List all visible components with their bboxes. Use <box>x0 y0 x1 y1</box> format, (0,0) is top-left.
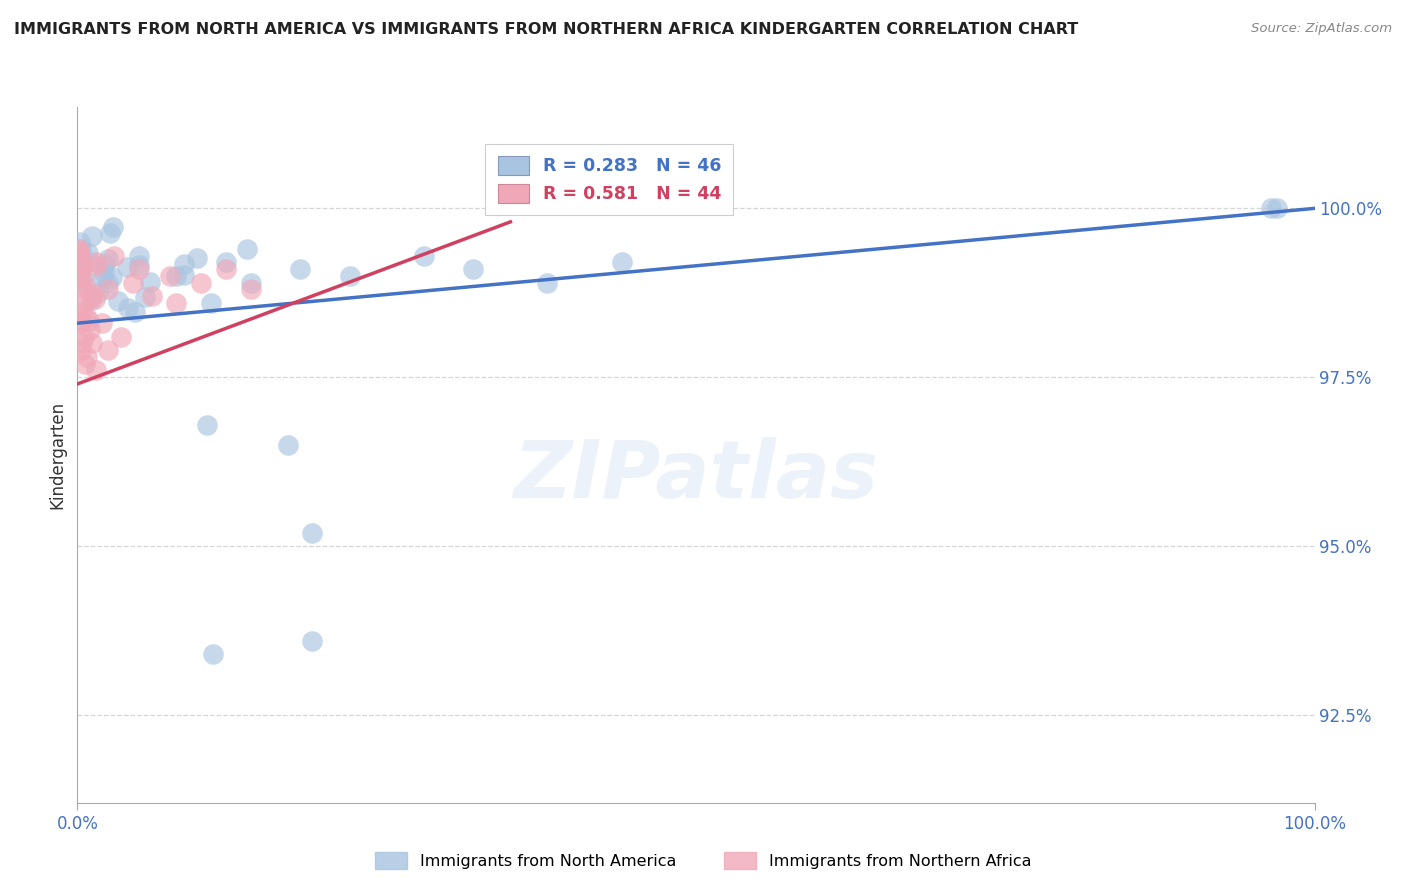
Point <box>97 343 120 358</box>
Point <box>67 246 90 260</box>
Point <box>536 276 558 290</box>
Legend: R = 0.283   N = 46, R = 0.581   N = 44: R = 0.283 N = 46, R = 0.581 N = 44 <box>485 144 734 215</box>
Point <box>91 269 114 284</box>
Point <box>165 296 187 310</box>
Point <box>107 294 129 309</box>
Point <box>165 268 187 283</box>
Point <box>67 266 90 280</box>
Point <box>115 260 138 275</box>
Point <box>67 256 90 270</box>
Point <box>67 248 90 262</box>
Point <box>110 329 132 343</box>
Point <box>1267 202 1289 216</box>
Point <box>72 314 94 328</box>
Point <box>103 249 125 263</box>
Point <box>117 301 139 316</box>
Point <box>75 310 97 324</box>
Point <box>128 258 150 272</box>
Point <box>70 282 93 296</box>
Point <box>75 279 97 293</box>
Point <box>67 303 90 318</box>
Point <box>173 268 195 283</box>
Point <box>79 323 101 337</box>
Text: IMMIGRANTS FROM NORTH AMERICA VS IMMIGRANTS FROM NORTHERN AFRICA KINDERGARTEN CO: IMMIGRANTS FROM NORTH AMERICA VS IMMIGRA… <box>14 22 1078 37</box>
Point <box>277 438 299 452</box>
Point <box>77 255 100 269</box>
Point <box>84 255 107 269</box>
Point <box>82 287 104 301</box>
Point <box>215 255 238 269</box>
Point <box>70 271 93 285</box>
Point <box>610 255 633 269</box>
Point <box>195 417 218 432</box>
Point <box>215 262 238 277</box>
Point <box>82 336 104 351</box>
Point <box>73 272 96 286</box>
Point <box>69 235 91 249</box>
Point <box>70 263 93 277</box>
Point <box>98 226 121 240</box>
Legend: Immigrants from North America, Immigrants from Northern Africa: Immigrants from North America, Immigrant… <box>368 846 1038 875</box>
Point <box>1260 202 1282 216</box>
Point <box>69 316 91 330</box>
Point <box>288 262 311 277</box>
Point <box>84 363 107 377</box>
Point <box>141 289 163 303</box>
Text: Source: ZipAtlas.com: Source: ZipAtlas.com <box>1251 22 1392 36</box>
Point <box>67 269 90 284</box>
Point <box>69 242 91 256</box>
Point <box>100 270 122 285</box>
Point <box>84 293 107 307</box>
Point <box>76 350 98 364</box>
Point <box>97 252 120 266</box>
Point <box>80 293 103 308</box>
Point <box>72 258 94 272</box>
Point <box>72 336 94 351</box>
Point <box>173 257 195 271</box>
Point <box>72 329 94 343</box>
Point <box>86 259 108 273</box>
Point <box>200 296 222 310</box>
Point <box>128 262 150 277</box>
Point <box>77 246 100 260</box>
Point <box>124 305 146 319</box>
Point <box>139 275 162 289</box>
Point <box>82 228 104 243</box>
Point <box>202 647 225 661</box>
Text: ZIPatlas: ZIPatlas <box>513 437 879 515</box>
Point <box>134 290 156 304</box>
Point <box>97 276 120 290</box>
Point <box>73 357 96 371</box>
Point <box>70 343 93 358</box>
Point <box>122 276 145 290</box>
Point <box>236 242 259 256</box>
Point <box>239 282 262 296</box>
Point <box>91 316 114 330</box>
Point <box>94 257 117 271</box>
Point <box>70 305 93 319</box>
Point <box>128 249 150 263</box>
Point <box>67 242 90 256</box>
Point <box>77 314 100 328</box>
Point <box>186 252 208 266</box>
Point <box>412 249 434 263</box>
Point <box>239 276 262 290</box>
Point <box>93 266 115 280</box>
Point <box>463 262 485 277</box>
Point <box>97 282 120 296</box>
Y-axis label: Kindergarten: Kindergarten <box>48 401 66 509</box>
Point <box>101 219 124 234</box>
Point <box>75 293 97 308</box>
Point <box>301 525 323 540</box>
Point <box>69 277 91 291</box>
Point <box>301 633 323 648</box>
Point <box>67 244 90 259</box>
Point <box>80 290 103 304</box>
Point <box>87 285 110 299</box>
Point <box>190 276 212 290</box>
Point <box>159 268 181 283</box>
Point <box>339 268 361 283</box>
